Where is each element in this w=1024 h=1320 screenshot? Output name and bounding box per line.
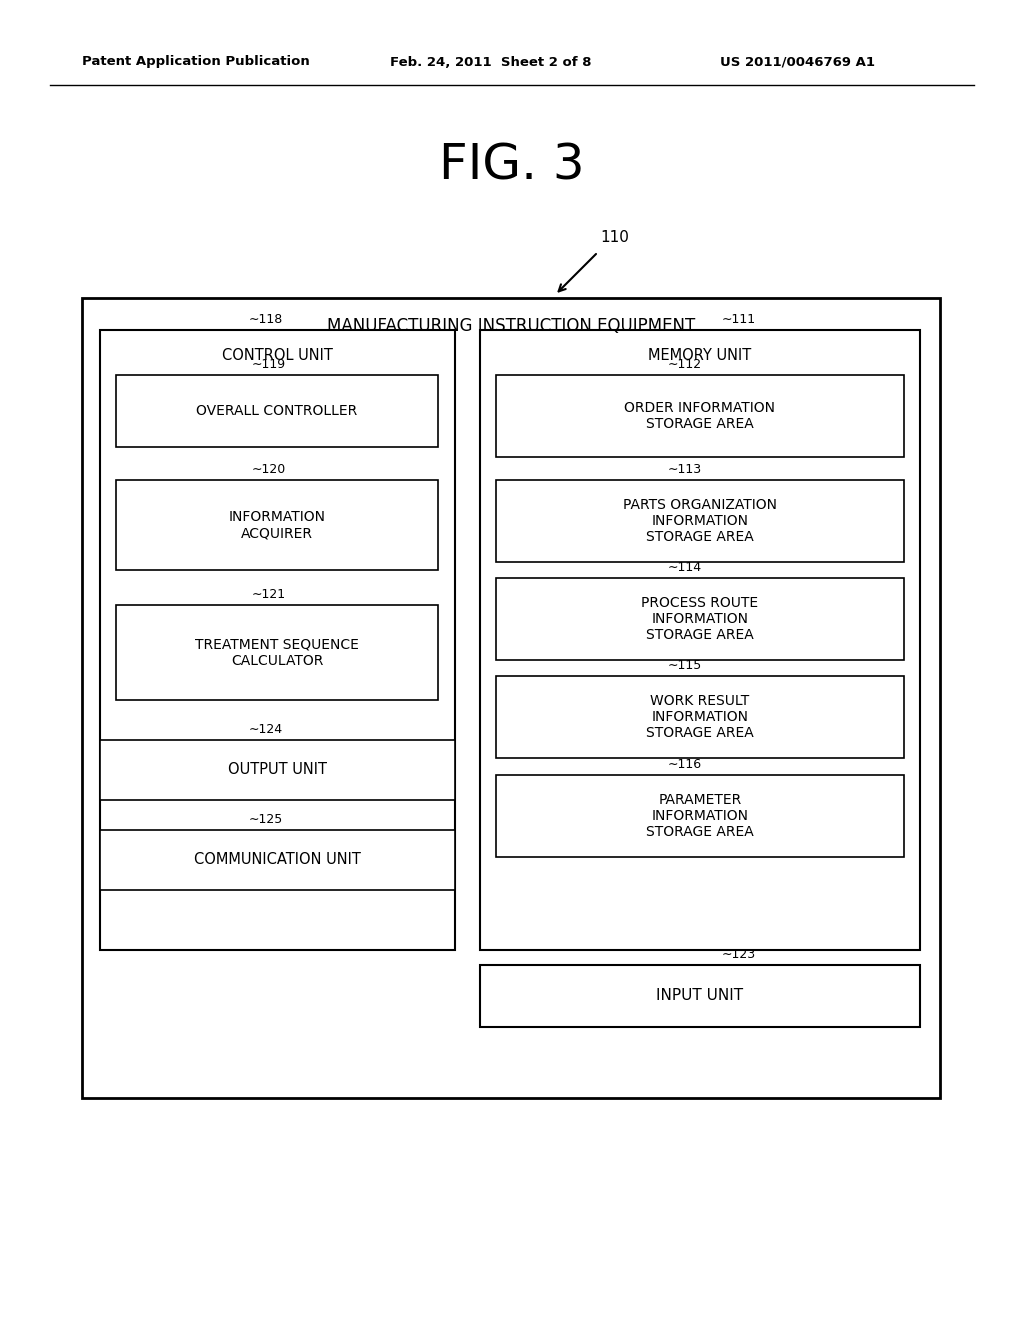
Bar [116, 605, 438, 700]
Text: Patent Application Publication: Patent Application Publication [82, 55, 309, 69]
Text: ORDER INFORMATION
STORAGE AREA: ORDER INFORMATION STORAGE AREA [625, 401, 775, 432]
Text: INFORMATION
ACQUIRER: INFORMATION ACQUIRER [228, 510, 326, 540]
Text: US 2011/0046769 A1: US 2011/0046769 A1 [720, 55, 874, 69]
Text: OVERALL CONTROLLER: OVERALL CONTROLLER [197, 404, 357, 418]
Text: CONTROL UNIT: CONTROL UNIT [222, 348, 333, 363]
Text: ∼124: ∼124 [249, 723, 284, 737]
Bar [496, 578, 904, 660]
Text: INPUT UNIT: INPUT UNIT [656, 989, 743, 1003]
Text: PROCESS ROUTE
INFORMATION
STORAGE AREA: PROCESS ROUTE INFORMATION STORAGE AREA [641, 595, 759, 643]
Text: FIG. 3: FIG. 3 [439, 141, 585, 189]
Bar [116, 375, 438, 447]
Text: ∼123: ∼123 [722, 948, 756, 961]
Text: MANUFACTURING INSTRUCTION EQUIPMENT: MANUFACTURING INSTRUCTION EQUIPMENT [327, 317, 695, 335]
Text: PARTS ORGANIZATION
INFORMATION
STORAGE AREA: PARTS ORGANIZATION INFORMATION STORAGE A… [623, 498, 777, 544]
Text: MEMORY UNIT: MEMORY UNIT [648, 348, 752, 363]
Text: ∼114: ∼114 [668, 561, 701, 574]
Bar [480, 330, 920, 950]
Text: COMMUNICATION UNIT: COMMUNICATION UNIT [195, 853, 360, 867]
Text: ∼125: ∼125 [249, 813, 284, 826]
Text: ∼120: ∼120 [251, 463, 286, 477]
Bar [116, 480, 438, 570]
Bar [496, 480, 904, 562]
Text: WORK RESULT
INFORMATION
STORAGE AREA: WORK RESULT INFORMATION STORAGE AREA [646, 694, 754, 741]
Bar [100, 741, 455, 800]
Text: ∼111: ∼111 [722, 313, 756, 326]
Text: ∼116: ∼116 [668, 758, 701, 771]
Text: ∼113: ∼113 [668, 463, 701, 477]
Text: OUTPUT UNIT: OUTPUT UNIT [228, 763, 327, 777]
Bar [496, 375, 904, 457]
Text: TREATMENT SEQUENCE
CALCULATOR: TREATMENT SEQUENCE CALCULATOR [195, 638, 359, 668]
Text: ∼119: ∼119 [251, 358, 286, 371]
Bar [480, 965, 920, 1027]
Text: ∼115: ∼115 [668, 659, 701, 672]
Text: ∼112: ∼112 [668, 358, 701, 371]
Bar [100, 830, 455, 890]
Text: Feb. 24, 2011  Sheet 2 of 8: Feb. 24, 2011 Sheet 2 of 8 [390, 55, 592, 69]
Bar [496, 676, 904, 758]
Text: ∼118: ∼118 [249, 313, 284, 326]
Bar [82, 298, 940, 1098]
Text: 110: 110 [600, 231, 629, 246]
Bar [100, 330, 455, 950]
Text: PARAMETER
INFORMATION
STORAGE AREA: PARAMETER INFORMATION STORAGE AREA [646, 793, 754, 840]
Bar [496, 775, 904, 857]
Text: ∼121: ∼121 [251, 587, 286, 601]
